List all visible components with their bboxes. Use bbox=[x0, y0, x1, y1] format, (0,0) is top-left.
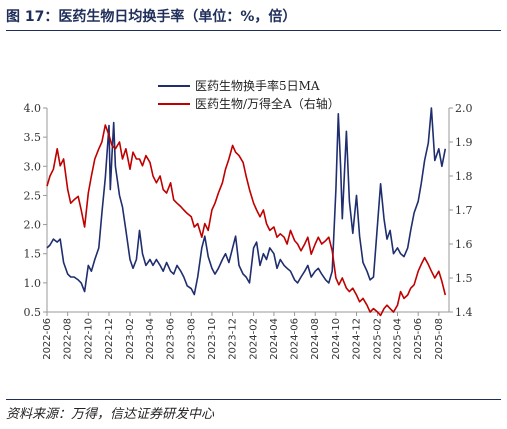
chart-title: 图 17：医药生物日均换手率（单位：%，倍） bbox=[6, 9, 297, 25]
x-tick-label: 2023-12 bbox=[228, 318, 239, 360]
x-tick-label: 2023-08 bbox=[186, 318, 197, 360]
x-tick-label: 2024-02 bbox=[249, 318, 260, 360]
y-left-tick-label: 3.5 bbox=[24, 131, 42, 144]
legend: 医药生物换手率5日MA 医药生物/万得全A（右轴） bbox=[158, 78, 340, 111]
y-left-tick-label: 0.5 bbox=[24, 306, 42, 319]
y-left-tick-label: 1.5 bbox=[24, 248, 42, 261]
x-tick-label: 2022-10 bbox=[83, 318, 94, 360]
x-tick-label: 2025-08 bbox=[434, 318, 445, 360]
y-right-tick-label: 2.0 bbox=[455, 102, 473, 115]
x-tick-label: 2022-12 bbox=[104, 318, 115, 360]
y-left-tick-label: 2.0 bbox=[24, 219, 42, 232]
source-note: 资料来源：万得，信达证券研发中心 bbox=[6, 407, 215, 422]
series-line-ratio-right bbox=[46, 124, 447, 317]
y-right-tick-label: 1.6 bbox=[455, 238, 473, 251]
title-divider bbox=[6, 30, 501, 31]
x-tick-label: 2023-04 bbox=[145, 318, 156, 360]
y-right-tick-label: 1.4 bbox=[455, 306, 473, 319]
x-tick-label: 2024-10 bbox=[331, 318, 342, 360]
x-tick-label: 2025-02 bbox=[373, 318, 384, 360]
x-tick-label: 2023-06 bbox=[166, 318, 177, 360]
x-tick-label: 2025-04 bbox=[393, 318, 404, 360]
y-left-tick-label: 4.0 bbox=[24, 102, 42, 115]
y-left-tick-label: 1.0 bbox=[24, 277, 42, 290]
y-right-tick-label: 1.9 bbox=[455, 136, 473, 149]
x-tick-label: 2024-04 bbox=[269, 318, 280, 360]
x-tick-label: 2022-06 bbox=[42, 318, 53, 360]
y-right-tick-label: 1.8 bbox=[455, 170, 473, 183]
x-tick-label: 2022-08 bbox=[63, 318, 74, 360]
x-tick-label: 2024-06 bbox=[290, 318, 301, 360]
y-left-tick-label: 3.0 bbox=[24, 160, 42, 173]
x-tick-label: 2025-06 bbox=[413, 318, 424, 360]
series-line-turnover-ma5 bbox=[46, 107, 447, 296]
y-right-tick-label: 1.5 bbox=[455, 272, 473, 285]
y-right-tick-label: 1.7 bbox=[455, 204, 473, 217]
x-tick-label: 2024-12 bbox=[352, 318, 363, 360]
source-divider bbox=[6, 399, 501, 400]
chart: 0.5 1.0 1.5 2.0 2.5 3.0 3.5 4.0 1.4 1.5 1.6 1.7 1.8 1… bbox=[24, 78, 473, 360]
y-left-tick-label: 2.5 bbox=[24, 189, 42, 202]
plot-area: 0.5 1.0 1.5 2.0 2.5 3.0 3.5 4.0 1.4 1.5 1.6 1.7 1.8 1… bbox=[24, 102, 473, 360]
x-tick-label: 2024-08 bbox=[310, 318, 321, 360]
x-tick-label: 2023-02 bbox=[125, 318, 136, 360]
legend-label-red: 医药生物/万得全A（右轴） bbox=[195, 96, 340, 111]
legend-label-navy: 医药生物换手率5日MA bbox=[195, 78, 320, 93]
x-tick-label: 2023-10 bbox=[207, 318, 218, 360]
